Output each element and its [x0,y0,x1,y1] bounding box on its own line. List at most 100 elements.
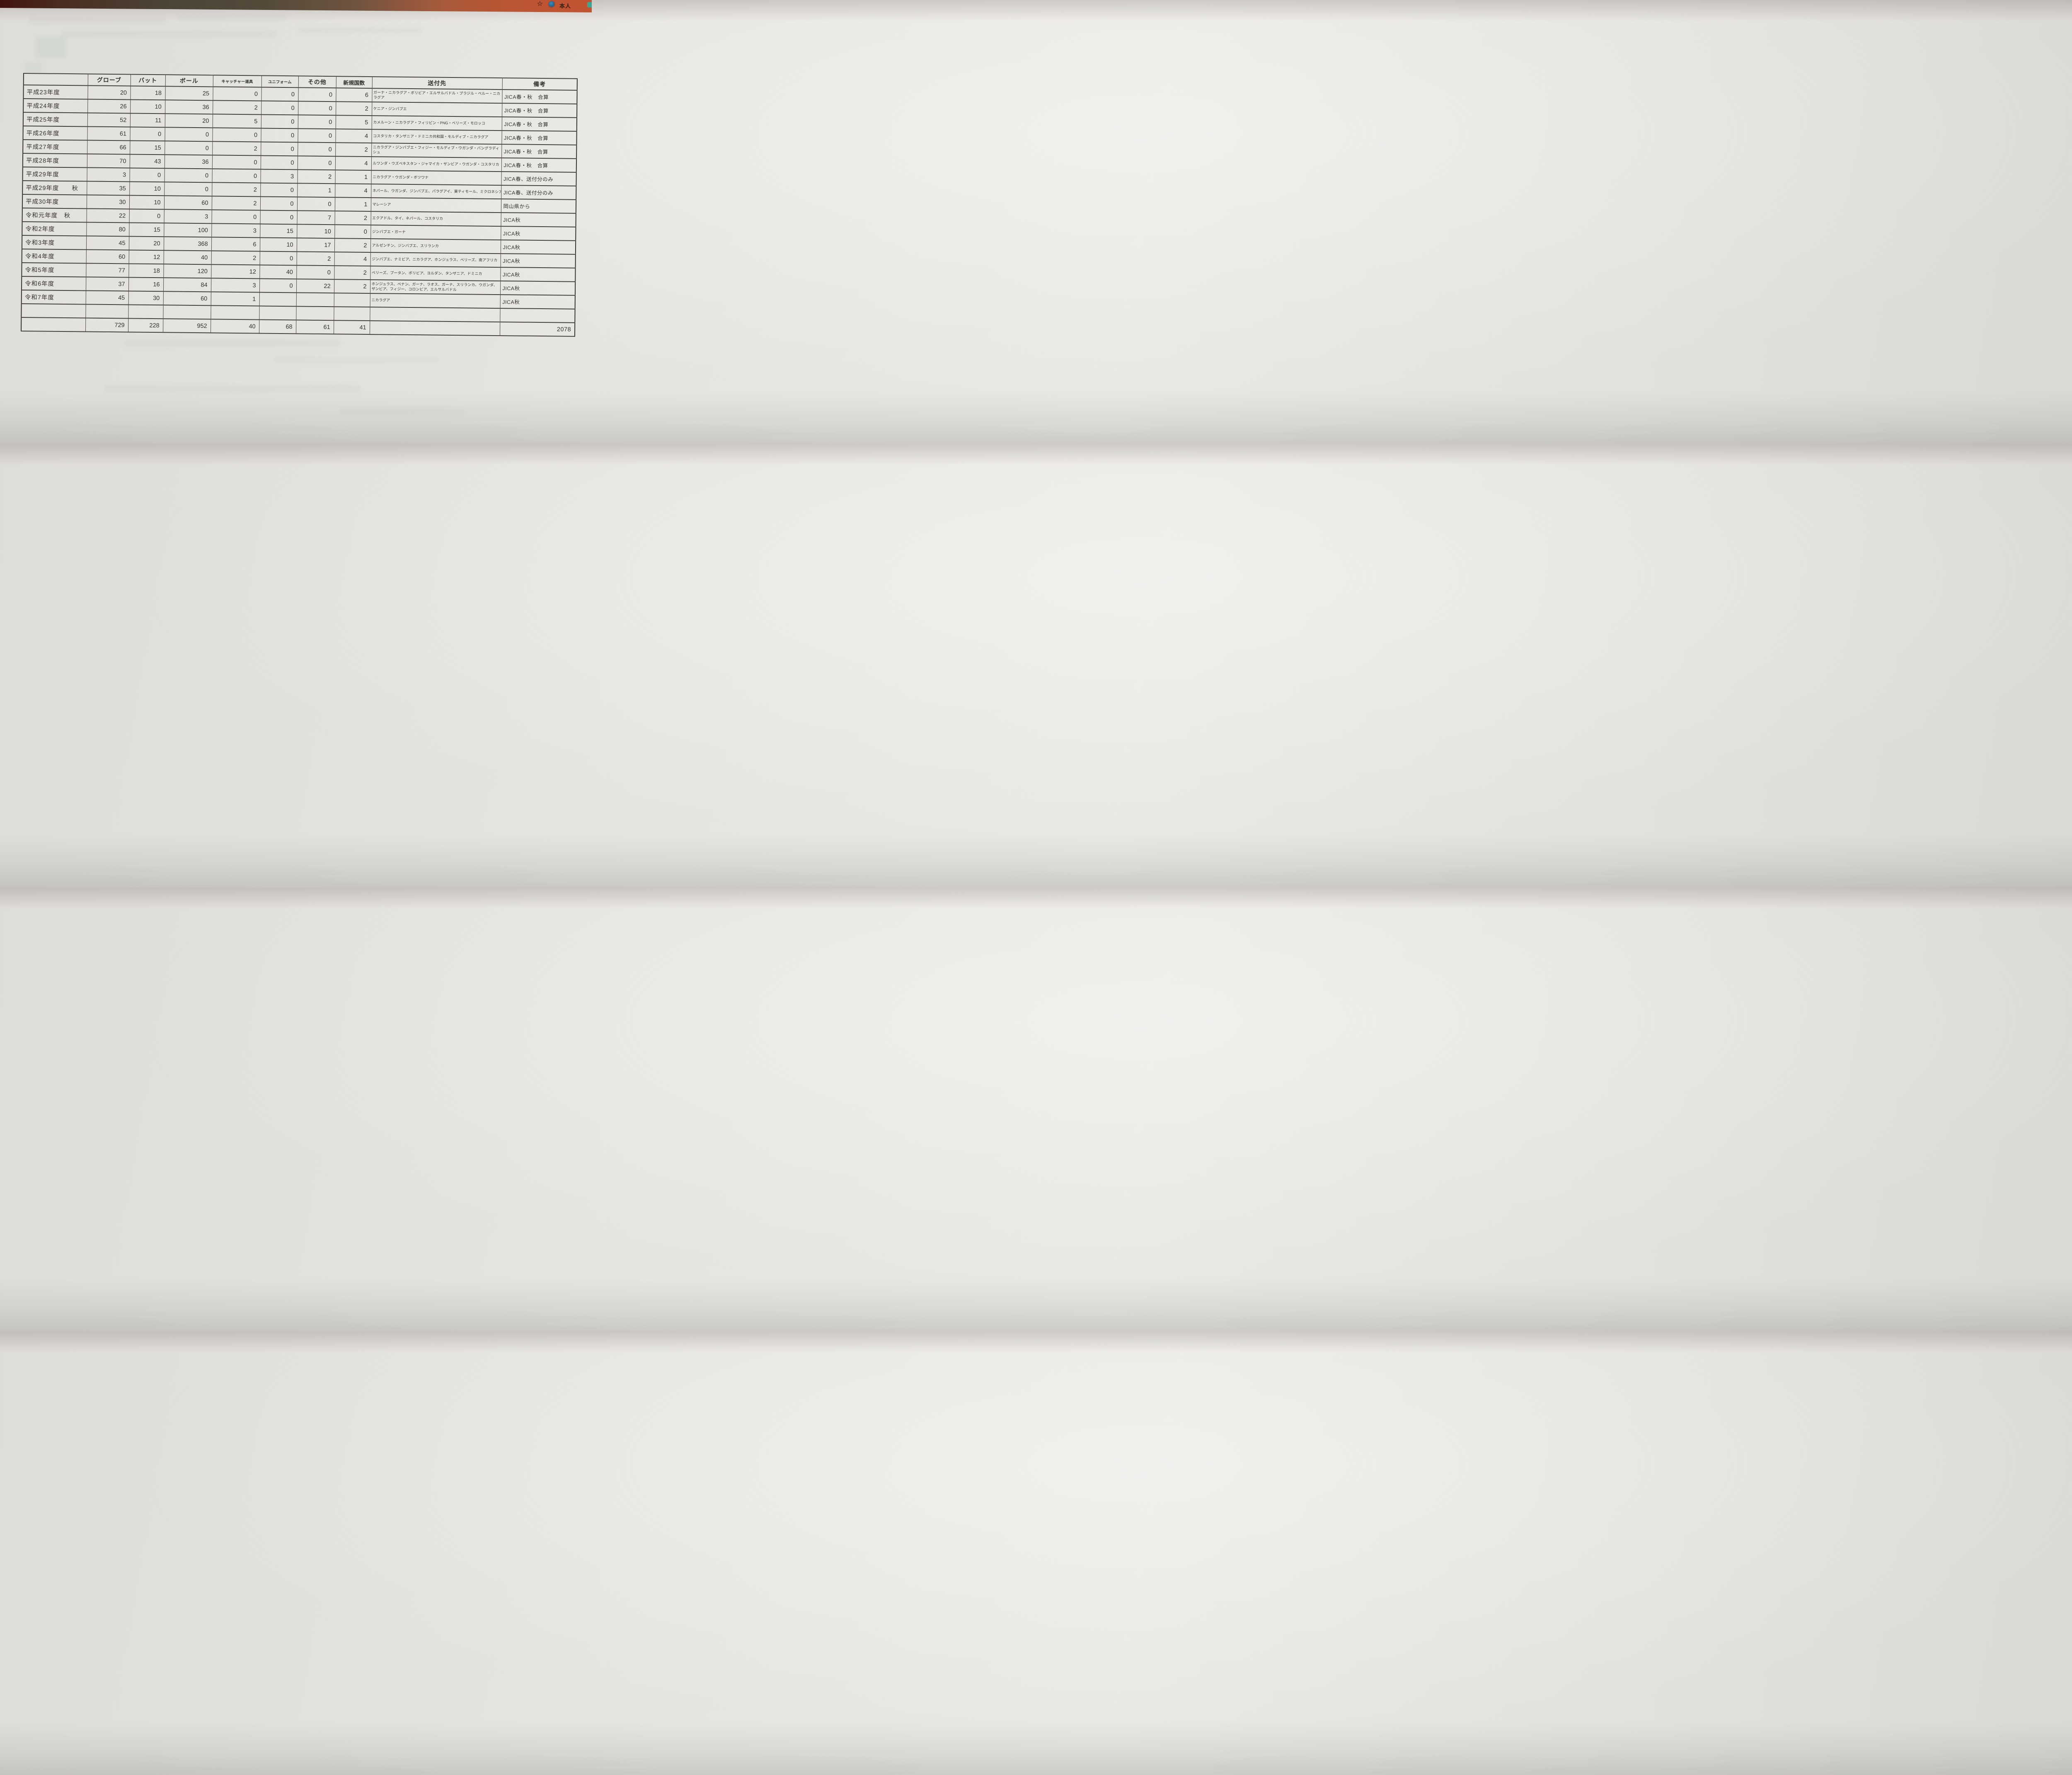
catcher-gear-count-cell: 2 [213,100,261,115]
ghost-artifact [178,16,286,22]
new-countries-count-cell: 2 [336,102,372,116]
remarks-cell: JICA春、送付分のみ [501,185,576,200]
year-cell: 令和3年度 [22,235,87,250]
catcher-gear-column-header: キャッチャー道具 [213,75,261,87]
total-empty-cell [21,317,86,332]
profile-label[interactable]: 本人 [559,3,571,9]
bat-count-cell: 20 [128,236,164,251]
glove-count-cell: 30 [86,195,130,209]
remarks-cell: JICA春・秋 合算 [501,117,577,131]
new-countries-count-cell: 2 [334,238,371,253]
bat-count-cell: 18 [130,86,165,100]
catcher-gear-count-cell: 3 [211,278,260,293]
destinations-cell: ルワンダ・ウズベキスタン・ジャマイカ・ザンビア・ウガンダ・コスタリカ [371,157,502,172]
ball-count-cell: 36 [165,100,213,114]
ball-count-cell: 3 [164,209,212,224]
total-catcher-gear-count-cell: 40 [210,319,259,334]
ball-count-cell: 40 [163,250,211,265]
year-cell: 平成30年度 [22,194,87,209]
destinations-cell: ベリーズ、ブータン、ボリビア、ヨルダン、タンザニア、ドミニカ [370,266,501,281]
ball-count-cell: 60 [163,291,211,306]
new-countries-count-cell: 2 [335,143,372,157]
new-countries-column-header: 新規国数 [336,76,372,89]
remarks-cell: JICA春・秋 合算 [502,103,577,118]
empty-cell [296,306,334,321]
empty-cell [85,304,128,319]
donations-table-wrapper: グローブ バット ボール キャッチャー道具 ユニフォーム その他 新規国数 送付… [21,73,578,337]
destinations-cell: ニカラグア [370,293,500,309]
ball-count-cell: 36 [164,155,213,169]
uniform-count-cell: 0 [261,87,298,102]
year-column-header [23,73,88,86]
ball-count-cell: 0 [164,182,212,196]
catcher-gear-count-cell: 2 [211,196,261,210]
glove-column-header: グローブ [87,74,131,86]
catcher-gear-count-cell: 12 [211,264,260,279]
uniform-count-cell: 10 [259,237,297,252]
destinations-column-header: 送付先 [372,77,502,90]
remarks-cell: JICA春、送付分のみ [501,172,576,186]
bat-count-cell: 10 [129,195,165,210]
uniform-count-cell: 0 [260,196,298,211]
catcher-gear-count-cell: 0 [213,87,261,101]
bat-count-cell: 16 [128,277,164,292]
ball-count-cell: 25 [165,86,213,101]
empty-cell [21,303,86,318]
total-glove-count-cell: 729 [85,318,128,332]
total-empty-cell [369,321,500,336]
remarks-cell: JICA春・秋 合算 [501,131,577,145]
catcher-gear-count-cell: 0 [212,128,261,142]
new-countries-count-cell: 2 [334,279,370,294]
glove-count-cell: 77 [86,263,129,278]
year-cell: 令和2年度 [22,221,87,236]
glove-count-cell: 3 [87,167,130,182]
ball-count-cell: 368 [163,237,212,251]
new-countries-count-cell: 4 [334,252,370,266]
year-cell: 平成23年度 [23,85,88,99]
profile-avatar-icon[interactable] [549,1,554,7]
remarks-cell: JICA春・秋 合算 [502,89,577,104]
ghost-artifact [29,17,166,24]
ghost-artifact [104,385,361,392]
other-count-cell: 0 [298,142,336,157]
remarks-cell: 岡山県から [501,199,576,213]
other-count-cell: 22 [296,279,334,293]
bat-count-cell: 18 [128,264,164,278]
remarks-cell: JICA秋 [500,254,576,268]
catcher-gear-count-cell: 5 [212,114,261,128]
other-count-cell: 17 [296,238,335,252]
other-column-header: その他 [298,76,336,88]
destinations-cell: カメルーン・ニカラグア・フィリピン・PNG・ベリーズ・モロッコ [371,116,502,131]
remarks-cell: JICA春・秋 合算 [501,158,577,172]
ball-count-cell: 84 [163,278,211,292]
year-cell: 平成24年度 [23,99,88,113]
remarks-cell: JICA秋 [501,213,576,227]
uniform-column-header: ユニフォーム [261,75,298,88]
bat-count-cell: 15 [130,140,165,155]
remarks-cell: JICA春・秋 合算 [501,144,577,159]
bat-count-cell: 11 [130,113,165,128]
other-count-cell: 0 [296,265,334,280]
total-other-count-cell: 61 [295,320,334,334]
destinations-cell: ニカラグア・ウガンダ・ボツワナ [371,170,501,186]
year-cell: 令和4年度 [22,249,86,264]
empty-cell [211,305,259,320]
total-new-countries-count-cell: 41 [333,320,370,335]
total-uniform-count-cell: 68 [259,319,296,334]
empty-cell [163,305,211,319]
uniform-count-cell: 0 [259,251,297,266]
destinations-cell: ケニア・ジンバブエ [372,102,502,117]
bat-count-cell: 30 [128,291,163,305]
new-countries-count-cell: 0 [334,225,371,239]
remarks-cell: JICA秋 [500,295,575,309]
year-cell: 平成26年度 [23,126,87,140]
uniform-count-cell: 3 [260,169,298,184]
other-count-cell: 0 [298,128,336,143]
other-count-cell: 0 [298,115,336,129]
ball-count-cell: 60 [164,196,212,210]
remarks-cell: JICA秋 [500,267,576,282]
new-countries-count-cell: 4 [335,184,371,198]
bookmark-star-icon[interactable]: ☆ [537,0,543,7]
year-cell: 令和7年度 [21,290,86,305]
glove-count-cell: 80 [86,222,129,237]
